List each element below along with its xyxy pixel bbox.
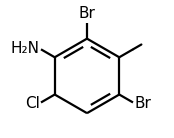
Text: Br: Br <box>79 6 95 21</box>
Text: Cl: Cl <box>25 96 39 111</box>
Text: Br: Br <box>135 96 151 111</box>
Text: H₂N: H₂N <box>11 41 39 56</box>
